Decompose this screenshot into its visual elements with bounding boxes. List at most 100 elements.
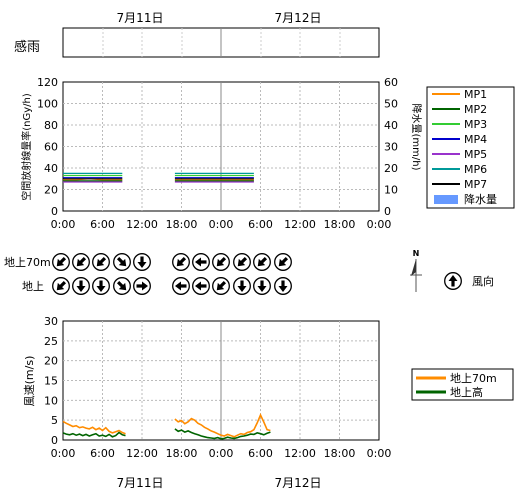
wind-arrow-ground-day1-4 <box>133 277 151 295</box>
radiation-y-tick-label: 0 <box>51 205 58 218</box>
radiation-chart: 0 20 40 60 80 100 120 0 10 20 30 40 50 60 0:00 6:00 12:0… <box>37 76 398 231</box>
wind-arrow-head <box>116 256 127 267</box>
wind-arrow-glyph <box>116 280 127 291</box>
radiation-x-tick-label: 6:00 <box>90 218 115 231</box>
wind-arrow-glyph <box>195 281 207 291</box>
wind-arrow-70m-day1-2 <box>92 253 110 271</box>
radiation-x-tick-label: 18:00 <box>324 218 356 231</box>
wind-speed-series-地上高 <box>62 431 126 438</box>
wind-arrow-glyph <box>448 275 458 287</box>
rain-sense-panel <box>62 27 380 58</box>
wind-dir-row1-label: 地上70m <box>4 256 51 269</box>
wind-arrow-glyph <box>237 280 247 292</box>
wind-arrow-glyph <box>216 256 227 267</box>
wind-speed-chart: 0 5 10 15 20 25 30 0:00 6:00 12:00 18:00 0:00 6:00 12… <box>44 315 391 460</box>
wind-speed-series-地上70m <box>174 413 271 438</box>
wind-speed-series-地上高 <box>174 428 271 440</box>
wind-arrow-head <box>175 281 187 291</box>
wind-speed-x-tick-label: 18:00 <box>324 447 356 460</box>
rain-sense-label: 感雨 <box>14 39 40 55</box>
radiation-y-tick-label: 20 <box>44 184 58 197</box>
wind-arrow-head <box>216 280 227 291</box>
legend-label-MP7: MP7 <box>464 178 487 191</box>
wind-arrow-head <box>237 280 247 292</box>
wind-arrow-ground-day1-0 <box>52 277 70 295</box>
wind-speed-x-tick-label: 6:00 <box>90 447 115 460</box>
wind-speed-x-tick-label: 0:00 <box>51 447 76 460</box>
date-label-day2-bottom: 7月12日 <box>275 476 322 490</box>
wind-arrow-head <box>216 256 227 267</box>
radiation-right-axis-title: 降水量(mm/h) <box>410 104 423 171</box>
wind-arrow-head <box>96 280 106 292</box>
radiation-x-tick-label: 0:00 <box>367 218 392 231</box>
radiation-y2-tick-label: 20 <box>384 162 398 175</box>
wind-speed-y-tick-label: 15 <box>44 375 58 388</box>
radiation-x-tick-label: 12:00 <box>126 218 158 231</box>
north-marker-label: N <box>413 249 420 258</box>
wind-arrow-ground-day2-2 <box>212 277 230 295</box>
wind-arrow-ground-day1-3 <box>113 277 131 295</box>
wind-arrow-glyph <box>278 280 288 292</box>
radiation-y-tick-label: 40 <box>44 162 58 175</box>
wind-speed-y-tick-label: 30 <box>44 315 58 328</box>
wind-arrow-head <box>195 281 207 291</box>
legend-label-MP4: MP4 <box>464 133 487 146</box>
wind-arrow-glyph <box>216 280 227 291</box>
wind-arrow-glyph <box>56 280 67 291</box>
wind-arrow-glyph <box>96 280 106 292</box>
legend-label-MP3: MP3 <box>464 118 487 131</box>
wind-arrow-ground-day2-3 <box>233 277 251 295</box>
wind-arrow-glyph <box>76 256 87 267</box>
legend-swatch-降水量 <box>434 195 458 204</box>
legend-label-MP2: MP2 <box>464 103 487 116</box>
legend-label-降水量: 降水量 <box>464 192 497 206</box>
wind-arrow-70m-day2-2 <box>212 253 230 271</box>
wind-arrow-ground-day2-1 <box>192 277 210 295</box>
radiation-y-tick-label: 80 <box>44 119 58 132</box>
wind-speed-y-tick-label: 25 <box>44 335 58 348</box>
date-label-day1-top: 7月11日 <box>117 11 164 25</box>
radiation-x-tick-label: 12:00 <box>284 218 316 231</box>
radiation-x-tick-label: 6:00 <box>248 218 273 231</box>
wind-arrow-head <box>116 280 127 291</box>
wind-direction-arrows <box>52 253 292 295</box>
wind-arrow-70m-day2-4 <box>253 253 271 271</box>
wind-arrow-glyph <box>237 256 248 267</box>
radiation-left-axis-title: 空間放射線量率(nGy/h) <box>20 93 33 201</box>
wind-speed-y-tick-label: 20 <box>44 355 58 368</box>
wind-speed-axis-title: 風速(m/s) <box>23 356 36 407</box>
radiation-y2-tick-label: 10 <box>384 184 398 197</box>
wind-arrow-head <box>278 256 289 267</box>
radiation-x-tick-label: 0:00 <box>209 218 234 231</box>
wind-direction-legend-label: 風向 <box>472 274 494 288</box>
wind-speed-x-tick-label: 12:00 <box>284 447 316 460</box>
wind-arrow-glyph <box>136 281 148 291</box>
radiation-x-tick-label: 0:00 <box>51 218 76 231</box>
wind-arrow-head <box>176 256 187 267</box>
wind-speed-x-tick-label: 0:00 <box>209 447 234 460</box>
wind-arrow-ground-day2-5 <box>274 277 292 295</box>
wind-arrow-head <box>56 256 67 267</box>
wind-arrow-70m-day1-1 <box>72 253 90 271</box>
wind-dir-row2-label: 地上 <box>22 280 44 293</box>
wind-arrow-glyph <box>195 257 207 267</box>
wind-speed-x-tick-label: 18:00 <box>166 447 198 460</box>
radiation-y2-tick-label: 40 <box>384 119 398 132</box>
wind-arrow-70m-day2-0 <box>172 253 190 271</box>
wind-arrow-head <box>56 280 67 291</box>
legend-label-地上高: 地上高 <box>450 385 483 399</box>
wind-speed-y-tick-label: 0 <box>51 434 58 447</box>
radiation-y2-tick-label: 60 <box>384 76 398 89</box>
wind-arrow-70m-day2-5 <box>274 253 292 271</box>
wind-arrow-head <box>257 280 267 292</box>
legend-label-地上70m: 地上70m <box>450 372 497 385</box>
wind-speed-series-地上70m <box>62 420 126 435</box>
wind-arrow-head <box>76 280 86 292</box>
wind-arrow-glyph <box>257 280 267 292</box>
north-marker-icon: N <box>410 249 422 292</box>
wind-arrow-glyph <box>175 281 187 291</box>
wind-arrow-head <box>448 275 458 287</box>
radiation-y-tick-label: 60 <box>44 141 58 154</box>
wind-arrow-glyph <box>56 256 67 267</box>
